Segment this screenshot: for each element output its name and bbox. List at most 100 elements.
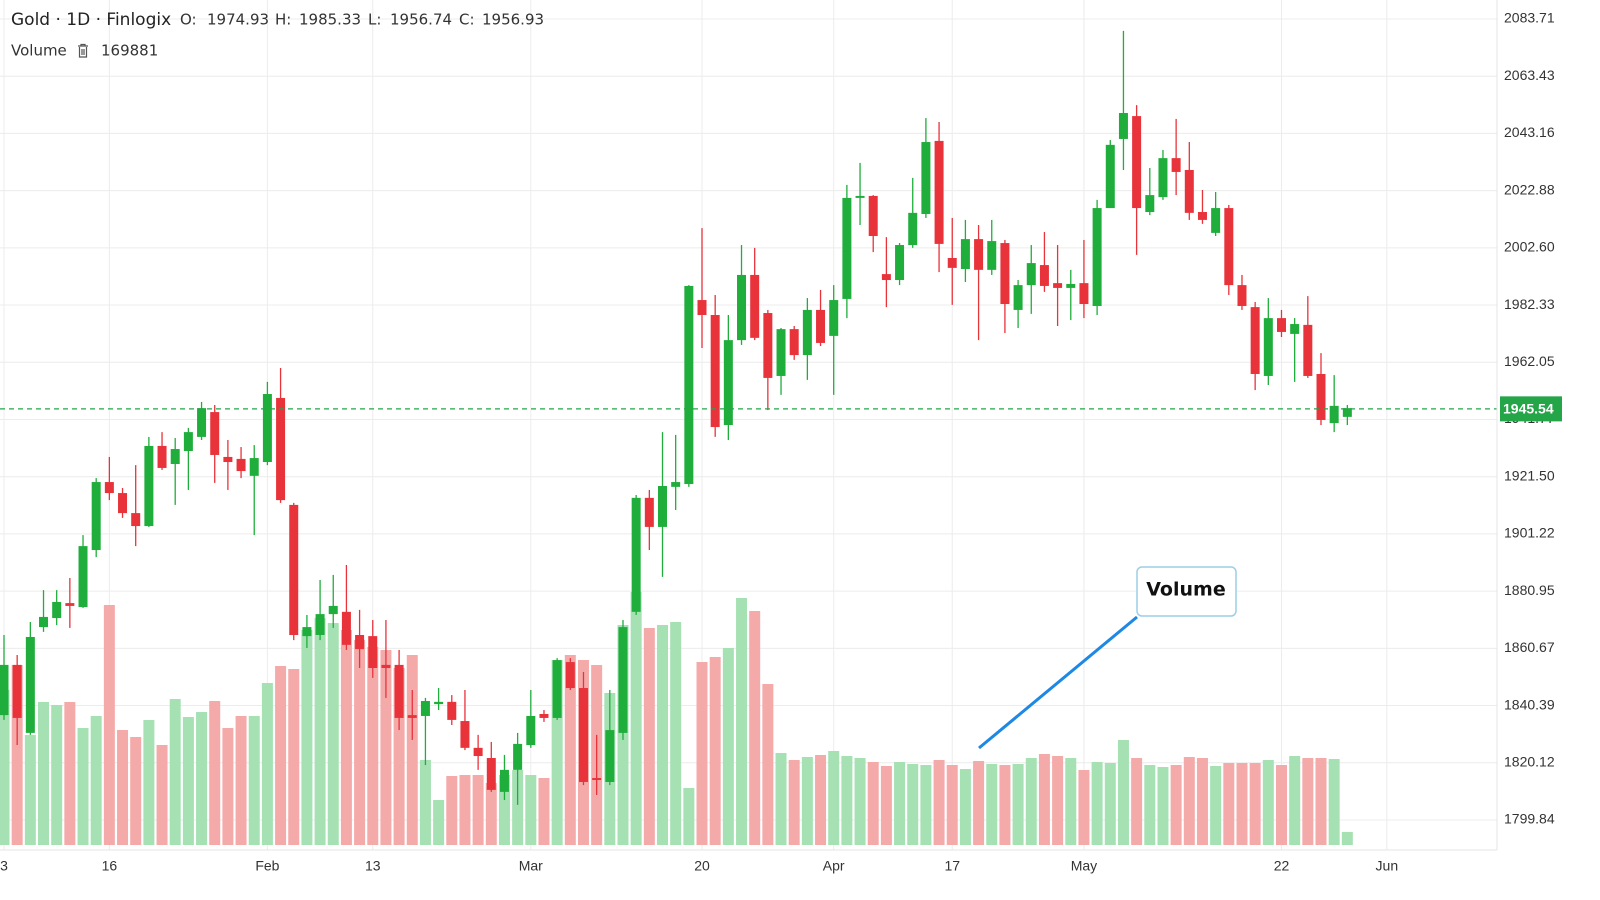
volume-bar (1131, 758, 1143, 845)
volume-bar (340, 630, 352, 845)
volume-bar (551, 660, 563, 845)
y-tick-label: 1840.39 (1504, 696, 1555, 712)
volume-bar (762, 684, 774, 845)
volume-bar (222, 728, 234, 845)
x-tick-label: 16 (102, 858, 118, 874)
volume-bar (1315, 758, 1327, 845)
volume-bar (156, 745, 168, 845)
candle-body (855, 195, 865, 198)
trash-icon (78, 43, 88, 58)
volume-bar (103, 605, 115, 845)
candle-body (1118, 112, 1128, 139)
candle-body (658, 486, 667, 527)
candle-body (947, 258, 957, 268)
candle-body (407, 715, 417, 718)
volume-bar (1183, 757, 1195, 845)
candle-body (1132, 116, 1142, 209)
candle-body (157, 445, 167, 468)
volume-bar (327, 623, 339, 845)
high-value: 1985.33 (299, 11, 361, 29)
candle-body (183, 432, 193, 452)
volume-bar (1157, 767, 1169, 845)
x-tick-label: Apr (823, 858, 845, 874)
candle-body (789, 329, 799, 356)
volume-bar (1223, 763, 1235, 845)
candle-body (1026, 263, 1036, 286)
y-tick-label: 2002.60 (1504, 239, 1555, 255)
volume-bar (419, 760, 431, 845)
candle-body (552, 660, 562, 718)
candle-body (420, 701, 430, 716)
y-tick-label: 1799.84 (1504, 811, 1555, 827)
volume-bar (1117, 740, 1129, 845)
candle-body (1224, 208, 1234, 286)
candle-body (118, 493, 128, 514)
axis-layer: 2083.71 2063.43 2043.16 2022.88 2002.60 1982.… (0, 10, 1562, 874)
candle-body (578, 688, 588, 782)
x-tick-label: Jun (1376, 858, 1399, 874)
volume-bar (828, 751, 840, 845)
low-value: 1956.74 (390, 11, 452, 29)
volume-bar (24, 735, 36, 845)
candle-layer (0, 30, 1497, 805)
candle-body (987, 241, 997, 270)
annotation-text: Volume (1146, 579, 1225, 601)
candle-body (1158, 158, 1168, 198)
volume-bar (209, 701, 221, 845)
volume-bar (1249, 763, 1261, 845)
volume-bar (1065, 758, 1077, 845)
candle-body (341, 611, 351, 645)
volume-bar (38, 702, 50, 845)
candle-body (499, 769, 509, 792)
candle-body (460, 721, 470, 748)
open-value: 1974.93 (207, 11, 269, 29)
volume-bar (1236, 763, 1248, 845)
volume-bar (0, 690, 10, 845)
delete-icon[interactable] (78, 43, 88, 58)
volume-bar (1328, 759, 1340, 845)
candle-body (921, 142, 931, 214)
candle-body (434, 701, 444, 705)
volume-bar (1262, 760, 1274, 845)
candle-body (249, 458, 259, 476)
header: Gold · 1D · Finlogix O: 1974.93 H: 1985.… (11, 10, 544, 60)
volume-bar (1170, 765, 1182, 845)
volume-bar (90, 716, 102, 845)
volume-bar (525, 775, 537, 845)
candle-body (697, 300, 707, 316)
volume-bar (657, 625, 668, 845)
low-label: L: (368, 11, 381, 29)
volume-bar (999, 765, 1011, 845)
candle-body (1197, 212, 1207, 220)
candle-body (1053, 283, 1063, 288)
volume-bar (1196, 758, 1208, 845)
volume-bar (143, 720, 155, 845)
annotation[interactable]: Volume (978, 566, 1237, 750)
candle-body (276, 397, 286, 501)
volume-bar (1025, 758, 1037, 845)
candle-body (104, 482, 114, 494)
volume-bar (986, 764, 998, 845)
volume-bar (854, 758, 866, 845)
volume-bar (946, 765, 958, 845)
volume-bar (512, 770, 524, 845)
candle-body (842, 197, 852, 299)
volume-bar (1210, 766, 1222, 845)
candle-body (289, 504, 299, 635)
volume-bar (1341, 831, 1353, 845)
high-label: H: (275, 11, 291, 29)
volume-bar (1012, 764, 1024, 845)
candle-body (776, 329, 786, 376)
candle-body (355, 634, 365, 650)
volume-bar (354, 640, 366, 845)
x-tick-label: 13 (365, 858, 381, 874)
x-tick-label: 22 (1274, 858, 1290, 874)
y-tick-label: 1962.05 (1504, 353, 1555, 369)
volume-bar (235, 716, 247, 845)
x-tick-label: 20 (694, 858, 710, 874)
candle-body (1013, 285, 1023, 310)
candle-body (78, 546, 88, 608)
candle-body (723, 340, 733, 426)
candle-body (934, 140, 944, 244)
